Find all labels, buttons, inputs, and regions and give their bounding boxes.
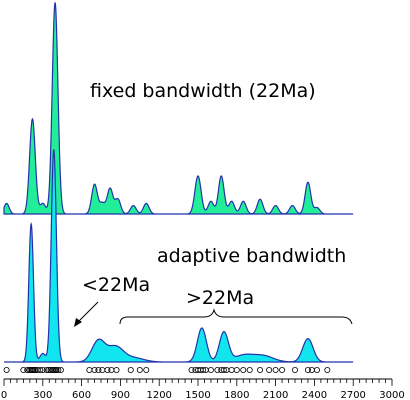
rug-sample bbox=[207, 366, 214, 373]
rug-sample bbox=[86, 366, 93, 373]
x-tick-label: 2100 bbox=[263, 390, 288, 400]
rug-sample bbox=[257, 366, 264, 373]
x-tick-label: 600 bbox=[72, 390, 91, 400]
rug-sample bbox=[200, 366, 207, 373]
rug-sample bbox=[308, 366, 315, 373]
rug-sample bbox=[108, 366, 115, 373]
rug-sample bbox=[304, 366, 311, 373]
rug-sample bbox=[214, 366, 221, 373]
panels bbox=[3, 2, 354, 363]
old-ages-annotation: >22Ma bbox=[186, 287, 254, 309]
x-axis: 0 300 600 900 1200 1500 1800 2100 2400 2700 3000 bbox=[1, 378, 405, 400]
rug-sample bbox=[220, 366, 227, 373]
rug-sample bbox=[266, 366, 273, 373]
rug-sample bbox=[57, 366, 64, 373]
x-tick-label: 3000 bbox=[379, 390, 404, 400]
rug-sample bbox=[91, 366, 98, 373]
rug-sample bbox=[136, 366, 143, 373]
x-tick-label: 1200 bbox=[146, 390, 171, 400]
rug-sample bbox=[233, 366, 240, 373]
rug-sample bbox=[3, 366, 10, 373]
density-adaptive bbox=[4, 149, 354, 363]
rug-sample bbox=[324, 366, 331, 373]
rug-samples bbox=[3, 366, 331, 373]
rug-sample bbox=[228, 366, 235, 373]
rug-sample bbox=[188, 366, 195, 373]
rug-sample bbox=[47, 366, 54, 373]
fixed-bandwidth-label: fixed bandwidth (22Ma) bbox=[90, 80, 316, 102]
adaptive-bandwidth-label: adaptive bandwidth bbox=[157, 245, 346, 267]
rug-sample bbox=[99, 366, 106, 373]
rug-sample bbox=[272, 366, 279, 373]
x-tick-label: 300 bbox=[33, 390, 52, 400]
rug-sample bbox=[20, 366, 27, 373]
rug-sample bbox=[113, 366, 120, 373]
arrow bbox=[74, 301, 99, 327]
young-ages-annotation: <22Ma bbox=[82, 274, 150, 296]
rug-sample bbox=[279, 366, 286, 373]
rug-sample bbox=[143, 366, 150, 373]
x-tick-label: 1500 bbox=[185, 390, 210, 400]
rug-sample bbox=[55, 366, 62, 373]
rug-sample bbox=[291, 366, 298, 373]
rug-sample bbox=[37, 366, 44, 373]
x-tick-label: 0 bbox=[1, 390, 7, 400]
rug-sample bbox=[95, 366, 102, 373]
rug-sample bbox=[127, 366, 134, 373]
rug-sample bbox=[240, 366, 247, 373]
rug-sample bbox=[43, 366, 50, 373]
x-tick-label: 900 bbox=[111, 390, 130, 400]
brace bbox=[119, 308, 353, 325]
rug-sample bbox=[246, 366, 253, 373]
rug-sample bbox=[104, 366, 111, 373]
rug-sample bbox=[53, 366, 60, 373]
rug-sample bbox=[24, 366, 31, 373]
rug-sample bbox=[32, 366, 39, 373]
rug-sample bbox=[313, 366, 320, 373]
density-fixed bbox=[3, 2, 354, 215]
x-tick-label: 2700 bbox=[340, 390, 365, 400]
x-tick-label: 1800 bbox=[224, 390, 249, 400]
rug-sample bbox=[39, 366, 46, 373]
x-tick-label: 2400 bbox=[302, 390, 327, 400]
